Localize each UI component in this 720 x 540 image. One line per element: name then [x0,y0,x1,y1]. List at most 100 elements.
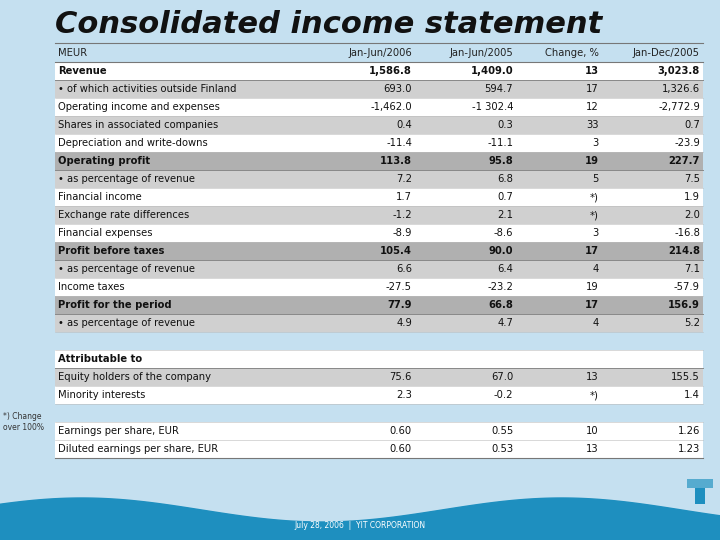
Text: 0.7: 0.7 [684,120,700,130]
Text: 2.1: 2.1 [498,210,513,220]
Text: -2,772.9: -2,772.9 [658,102,700,112]
Text: • as percentage of revenue: • as percentage of revenue [58,318,195,328]
Text: 693.0: 693.0 [384,84,412,94]
Text: 75.6: 75.6 [390,372,412,382]
Text: 1.9: 1.9 [684,192,700,202]
Text: 4.7: 4.7 [498,318,513,328]
Text: 6.4: 6.4 [498,264,513,274]
Text: -1.2: -1.2 [392,210,412,220]
Text: 66.8: 66.8 [488,300,513,310]
Text: 156.9: 156.9 [668,300,700,310]
Text: Exchange rate differences: Exchange rate differences [58,210,189,220]
Text: July 28, 2006  |  YIT CORPORATION: July 28, 2006 | YIT CORPORATION [294,521,426,530]
Bar [55,188,703,206]
Text: 19: 19 [585,156,599,166]
Text: Operating income and expenses: Operating income and expenses [58,102,220,112]
Text: 7.1: 7.1 [684,264,700,274]
Text: Equity holders of the company: Equity holders of the company [58,372,211,382]
Text: 6.6: 6.6 [396,264,412,274]
Bar [55,242,703,260]
Text: *): *) [590,390,599,400]
Text: -16.8: -16.8 [674,228,700,238]
Text: 67.0: 67.0 [491,372,513,382]
Bar [55,404,703,422]
Text: Operating profit: Operating profit [58,156,150,166]
Text: 77.9: 77.9 [387,300,412,310]
Bar [55,440,703,458]
Bar [55,296,703,314]
Text: 0.55: 0.55 [491,426,513,436]
Bar [55,80,703,98]
Text: 3: 3 [593,138,599,148]
Text: -1 302.4: -1 302.4 [472,102,513,112]
Text: 13: 13 [586,444,599,454]
Text: *): *) [590,192,599,202]
Text: Income taxes: Income taxes [58,282,125,292]
Text: 155.5: 155.5 [671,372,700,382]
Text: • as percentage of revenue: • as percentage of revenue [58,264,195,274]
Bar [687,479,713,488]
Text: 12: 12 [586,102,599,112]
Text: 17: 17 [585,300,599,310]
Text: 1,326.6: 1,326.6 [662,84,700,94]
Text: 1.26: 1.26 [678,426,700,436]
Text: 3: 3 [593,228,599,238]
Text: 33: 33 [586,120,599,130]
Text: 0.4: 0.4 [396,120,412,130]
Text: Minority interests: Minority interests [58,390,145,400]
Text: -23.2: -23.2 [487,282,513,292]
Text: Depreciation and write-downs: Depreciation and write-downs [58,138,208,148]
Bar [55,62,703,80]
Text: 5.2: 5.2 [684,318,700,328]
Text: • of which activities outside Finland: • of which activities outside Finland [58,84,236,94]
Text: 0.53: 0.53 [491,444,513,454]
Text: Jan-Jun/2005: Jan-Jun/2005 [449,48,513,57]
Text: 95.8: 95.8 [488,156,513,166]
Bar [687,479,713,488]
Text: 19: 19 [586,282,599,292]
Text: 7.2: 7.2 [396,174,412,184]
Text: -1,462.0: -1,462.0 [370,102,412,112]
Text: 1.7: 1.7 [396,192,412,202]
Bar [55,314,703,332]
Bar [55,386,703,404]
Text: 227.7: 227.7 [669,156,700,166]
Text: 6.8: 6.8 [498,174,513,184]
Text: -11.1: -11.1 [487,138,513,148]
Text: 10: 10 [586,426,599,436]
Bar [695,482,705,504]
Text: Shares in associated companies: Shares in associated companies [58,120,218,130]
Text: -0.2: -0.2 [494,390,513,400]
Text: 13: 13 [586,372,599,382]
Bar [55,134,703,152]
Text: 105.4: 105.4 [380,246,412,256]
Text: 1.23: 1.23 [678,444,700,454]
Text: 4: 4 [593,264,599,274]
Bar [55,152,703,170]
Text: 0.60: 0.60 [390,444,412,454]
Text: 13: 13 [585,66,599,76]
Bar [55,278,703,296]
Text: Consolidated income statement: Consolidated income statement [55,10,602,39]
Text: Jan-Dec/2005: Jan-Dec/2005 [633,48,700,57]
Bar [55,332,703,350]
Text: 2.0: 2.0 [684,210,700,220]
Text: • as percentage of revenue: • as percentage of revenue [58,174,195,184]
Bar [55,350,703,368]
Bar [55,170,703,188]
Text: Financial income: Financial income [58,192,142,202]
Text: -8.9: -8.9 [392,228,412,238]
Text: Jan-Jun/2006: Jan-Jun/2006 [348,48,412,57]
Text: 214.8: 214.8 [668,246,700,256]
Text: Profit before taxes: Profit before taxes [58,246,164,256]
Text: 2.3: 2.3 [396,390,412,400]
Text: 4.9: 4.9 [396,318,412,328]
Bar [55,260,703,278]
Bar [55,422,703,440]
Text: -27.5: -27.5 [386,282,412,292]
Text: 0.7: 0.7 [498,192,513,202]
Text: Financial expenses: Financial expenses [58,228,153,238]
Text: 3,023.8: 3,023.8 [658,66,700,76]
Text: *) Change
over 100%: *) Change over 100% [3,413,44,431]
Text: 0.3: 0.3 [498,120,513,130]
